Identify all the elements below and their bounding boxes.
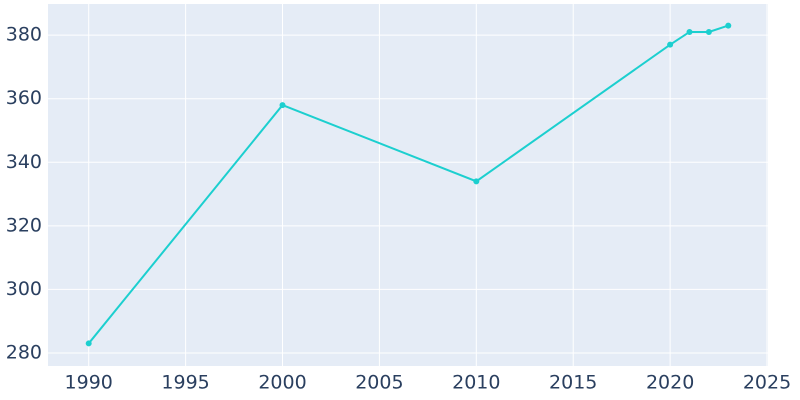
x-tick-label: 2000 (258, 372, 306, 394)
plot-area (48, 4, 768, 366)
x-tick-label: 1990 (65, 372, 113, 394)
y-tick-label: 380 (6, 24, 42, 46)
point (473, 178, 480, 185)
point (85, 340, 92, 347)
x-tick-label: 2005 (355, 372, 403, 394)
y-tick-label: 300 (6, 278, 42, 300)
x-tick-label: 2025 (743, 372, 791, 394)
y-tick-label: 360 (6, 87, 42, 109)
point (725, 22, 732, 29)
point (667, 41, 674, 48)
y-tick-label: 320 (6, 214, 42, 236)
x-tick-label: 1995 (161, 372, 209, 394)
x-tick-label: 2015 (549, 372, 597, 394)
y-tick-label: 280 (6, 341, 42, 363)
point (686, 28, 693, 35)
x-tick-label: 2010 (452, 372, 500, 394)
point (279, 102, 286, 109)
point (705, 28, 712, 35)
y-tick-label: 340 (6, 151, 42, 173)
x-tick-label: 2020 (646, 372, 694, 394)
